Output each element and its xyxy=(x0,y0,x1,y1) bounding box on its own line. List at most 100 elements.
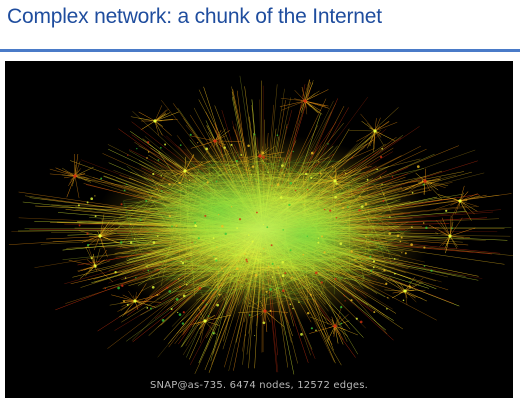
network-node xyxy=(164,143,167,146)
network-node xyxy=(411,226,413,228)
network-edge xyxy=(154,105,163,122)
network-node xyxy=(369,255,372,258)
network-node xyxy=(388,232,391,235)
network-node xyxy=(423,265,426,267)
network-node xyxy=(310,327,313,330)
network-edge xyxy=(74,166,94,177)
network-node xyxy=(222,270,225,272)
network-node xyxy=(224,266,226,268)
network-node xyxy=(331,166,334,168)
network-edge xyxy=(334,325,339,344)
network-node xyxy=(201,161,203,164)
network-node xyxy=(86,201,89,204)
network-edge xyxy=(360,113,376,132)
network-edge xyxy=(294,90,306,102)
network-node xyxy=(197,237,200,240)
network-edge xyxy=(450,200,461,206)
network-node xyxy=(315,329,317,332)
network-node xyxy=(267,265,270,268)
network-node xyxy=(335,217,338,219)
network-node xyxy=(94,195,96,197)
network-edge xyxy=(356,130,376,142)
network-node xyxy=(145,199,148,202)
network-edge xyxy=(91,256,96,267)
network-edge xyxy=(280,97,306,102)
network-node xyxy=(177,277,180,280)
network-node xyxy=(320,281,323,284)
network-edge xyxy=(154,111,179,122)
network-node xyxy=(320,235,324,238)
network-node xyxy=(298,301,300,303)
network-node xyxy=(175,225,178,227)
network-node xyxy=(127,154,129,156)
network-node xyxy=(240,153,243,156)
network-edge xyxy=(459,194,487,202)
network-node xyxy=(230,206,233,208)
network-node xyxy=(393,258,396,260)
network-node xyxy=(213,332,215,335)
network-node xyxy=(423,246,426,249)
network-edge xyxy=(204,320,217,336)
network-node xyxy=(382,200,385,202)
network-edge xyxy=(374,130,384,146)
network-node xyxy=(343,295,346,297)
network-node xyxy=(182,294,186,298)
network-node xyxy=(77,204,80,207)
network-edge xyxy=(434,198,461,202)
network-hub-node xyxy=(153,119,157,123)
network-edge xyxy=(204,320,220,326)
network-node xyxy=(271,276,274,278)
network-node xyxy=(271,185,273,187)
network-edge xyxy=(61,174,76,177)
network-node xyxy=(379,155,383,159)
network-node xyxy=(181,322,185,325)
network-edge xyxy=(123,300,136,315)
network-node xyxy=(249,302,251,304)
network-node xyxy=(305,172,308,176)
network-node xyxy=(335,182,338,185)
network-edge xyxy=(304,93,316,102)
network-edge xyxy=(84,265,96,271)
network-node xyxy=(282,229,284,231)
network-node xyxy=(364,202,368,206)
network-edge xyxy=(334,320,350,327)
network-edge xyxy=(154,120,160,136)
network-node xyxy=(396,234,400,237)
network-node xyxy=(416,165,420,168)
network-hub-node xyxy=(303,99,307,103)
network-node xyxy=(310,151,314,155)
network-node xyxy=(409,281,411,283)
network-node xyxy=(376,168,378,171)
network-node xyxy=(383,193,385,196)
network-node xyxy=(261,151,265,155)
network-node xyxy=(244,334,246,336)
network-node xyxy=(135,277,137,279)
network-edge xyxy=(304,82,312,102)
network-node xyxy=(149,307,152,310)
network-node xyxy=(212,237,215,240)
network-node xyxy=(302,253,305,256)
network-hub-node xyxy=(203,319,207,323)
network-node xyxy=(159,146,162,149)
network-node xyxy=(281,274,285,278)
network-edge xyxy=(404,290,417,303)
network-node xyxy=(379,176,381,178)
network-node xyxy=(350,299,353,302)
network-edge xyxy=(74,153,79,177)
network-edge xyxy=(74,161,81,177)
network-edge xyxy=(199,320,206,335)
network-node xyxy=(224,232,227,236)
network-node xyxy=(366,178,369,181)
network-edge xyxy=(304,100,323,115)
network-edge xyxy=(449,215,452,237)
network-node xyxy=(244,253,246,255)
network-node xyxy=(254,335,256,337)
network-node xyxy=(202,299,205,302)
network-node xyxy=(323,208,326,211)
network-hub-node xyxy=(98,234,102,238)
network-node xyxy=(156,268,159,271)
network-node xyxy=(123,189,126,192)
network-node xyxy=(166,286,169,289)
network-node xyxy=(381,183,383,185)
network-edge xyxy=(459,200,479,207)
